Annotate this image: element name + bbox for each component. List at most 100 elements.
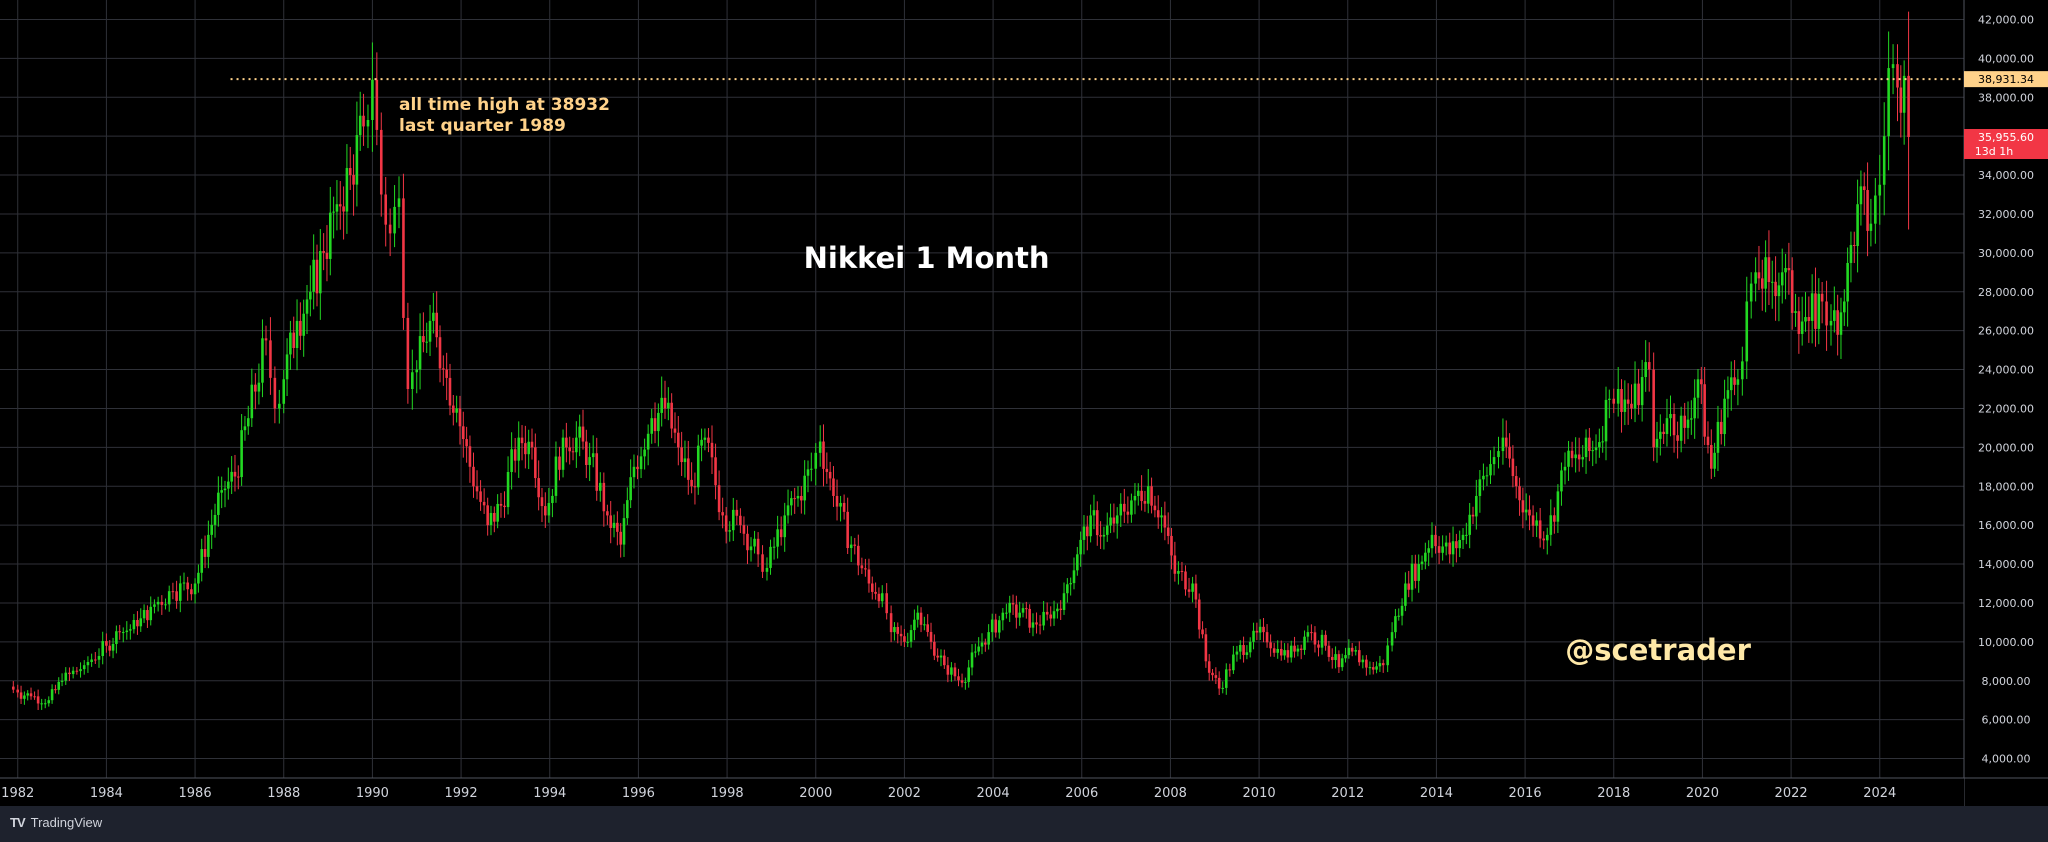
candle-body: [602, 482, 606, 512]
candle-body: [990, 619, 994, 633]
candle-body: [149, 606, 153, 621]
candle-body: [1528, 509, 1531, 516]
candle-body: [1741, 361, 1744, 380]
candle-body: [984, 642, 987, 645]
candle-body: [1424, 552, 1427, 562]
candle-body: [1553, 515, 1556, 522]
candle-body: [240, 430, 243, 478]
candle-body: [1228, 669, 1232, 671]
candle-body: [690, 479, 693, 487]
time-axis-panel[interactable]: [0, 778, 1964, 806]
candle-body: [860, 565, 864, 569]
candle-body: [629, 477, 632, 501]
candle-body: [571, 451, 575, 453]
candle-body: [1542, 538, 1546, 541]
candle-body: [1082, 526, 1086, 540]
candle-body: [1501, 437, 1505, 452]
candle-body: [1829, 320, 1833, 326]
candle-body: [332, 211, 335, 213]
candle-body: [1471, 514, 1475, 517]
candle-body: [428, 320, 432, 342]
candle-body: [1780, 272, 1784, 286]
candle-body: [1378, 663, 1382, 667]
candle-body: [19, 692, 23, 699]
candle-body: [115, 631, 118, 644]
candle-body: [425, 341, 429, 343]
y-tick-label: 8,000.00: [1982, 675, 2031, 688]
candle-body: [1400, 605, 1404, 616]
candle-body: [136, 620, 139, 627]
candle-body: [814, 452, 818, 469]
candle-body: [1258, 626, 1262, 633]
candle-body: [1754, 272, 1757, 284]
tradingview-brand[interactable]: TV TradingView: [10, 815, 102, 830]
candle-body: [1896, 64, 1899, 88]
candle-body: [1482, 475, 1485, 480]
candle-body: [1420, 561, 1424, 565]
candle-body: [1852, 245, 1856, 247]
candle-body: [967, 667, 970, 682]
candle-body: [923, 624, 926, 626]
candle-body: [23, 695, 26, 699]
x-tick-label: 2002: [888, 786, 921, 801]
candle-body: [479, 491, 482, 502]
candle-body: [588, 457, 591, 466]
candle-body: [366, 119, 370, 127]
candle-body: [612, 522, 616, 528]
candle-body: [1361, 659, 1365, 663]
candle-body: [402, 198, 405, 318]
candle-body: [1794, 311, 1797, 313]
y-tick-label: 34,000.00: [1978, 169, 2034, 182]
candle-body: [1604, 399, 1608, 442]
candle-body: [1874, 195, 1877, 224]
candle-body: [636, 466, 639, 470]
candle-body: [677, 432, 680, 448]
candle-body: [461, 426, 465, 440]
candle-body: [1807, 317, 1811, 321]
candle-body: [1252, 630, 1255, 642]
candle-body: [561, 437, 565, 470]
candle-body: [1531, 515, 1535, 526]
candle-body: [282, 379, 286, 404]
candle-body: [1072, 570, 1076, 584]
candle-body: [1665, 418, 1669, 435]
candle-body: [870, 583, 874, 592]
candle-body: [496, 503, 499, 522]
candle-body: [903, 636, 906, 642]
candle-body: [1191, 583, 1194, 592]
candle-body: [118, 631, 121, 633]
candle-body: [1042, 611, 1045, 626]
countdown-label: 13d 1h: [1975, 145, 2013, 158]
candle-body: [458, 408, 462, 427]
candle-body: [828, 471, 832, 479]
candle-body: [746, 533, 749, 551]
candle-body: [1173, 555, 1177, 574]
candle-body: [79, 669, 82, 672]
candle-body: [786, 505, 790, 516]
candle-body: [156, 601, 160, 605]
candle-body: [1810, 293, 1814, 321]
candle-body: [273, 377, 277, 409]
candle-body: [568, 447, 571, 452]
candle-body: [960, 680, 964, 683]
candle-body: [893, 627, 896, 633]
candle-body: [250, 384, 254, 419]
candle-body: [1726, 390, 1730, 399]
candle-body: [305, 299, 309, 314]
candle-body: [1126, 511, 1130, 515]
candle-body: [1608, 398, 1611, 400]
candle-body: [753, 538, 756, 547]
candle-body: [257, 382, 261, 392]
candle-body: [186, 582, 189, 590]
candle-body: [1105, 525, 1109, 535]
candle-body: [703, 437, 707, 440]
candle-body: [643, 449, 646, 457]
candle-body: [1817, 293, 1821, 329]
candle-body: [520, 437, 524, 444]
candle-body: [108, 645, 112, 651]
candle-body: [663, 397, 667, 409]
candle-body: [105, 641, 108, 646]
candle-body: [650, 418, 654, 434]
candle-body: [362, 115, 365, 127]
